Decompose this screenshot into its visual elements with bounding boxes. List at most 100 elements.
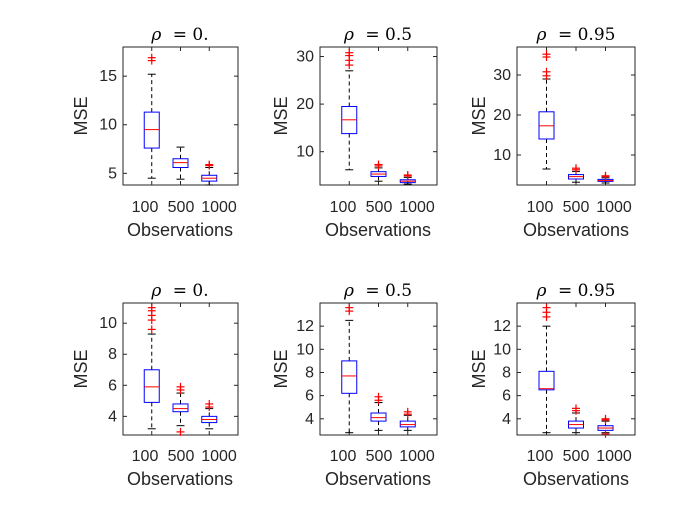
- x-tick-label: 500: [366, 199, 393, 216]
- x-tick-label: 100: [132, 199, 159, 216]
- iqr-box: [538, 370, 555, 391]
- x-tick-label: 500: [563, 448, 590, 465]
- box-1000: [399, 171, 416, 185]
- outlier-marker: [147, 303, 156, 312]
- x-tick-label: 100: [330, 199, 357, 216]
- outlier-marker: [176, 382, 185, 391]
- x-tick-label: 1000: [399, 448, 435, 465]
- title-symbol: ρ: [536, 281, 547, 301]
- y-tick-label: 10: [296, 144, 314, 161]
- panel-title: ρ = 0.: [150, 281, 208, 301]
- outlier-marker: [205, 399, 214, 408]
- outlier-marker: [601, 429, 610, 438]
- plot-area: [516, 302, 636, 438]
- x-tick-label: 100: [132, 448, 159, 465]
- box-500: [370, 160, 387, 182]
- x-tick-label: 100: [527, 199, 554, 216]
- outlier-marker: [205, 160, 214, 169]
- box-1000: [201, 399, 218, 430]
- title-value: = 0.: [173, 281, 209, 301]
- box-500: [568, 404, 584, 434]
- outlier-marker: [374, 160, 383, 169]
- plot-area: [516, 46, 636, 186]
- iqr-box: [341, 360, 358, 394]
- x-axis-label: Observations: [523, 469, 629, 489]
- outlier-marker: [345, 48, 354, 57]
- y-axis-label: MSE: [71, 349, 91, 388]
- y-tick-label: 6: [502, 388, 511, 405]
- box-100: [341, 48, 358, 171]
- outlier-marker: [403, 171, 412, 180]
- panel-6: ρ = 0.95 100 500 1000 Observations MSE 4…: [469, 281, 636, 489]
- y-tick-label: 20: [296, 96, 314, 113]
- outlier-marker: [542, 303, 551, 312]
- box-100: [143, 53, 160, 179]
- y-axis-label: MSE: [469, 349, 489, 388]
- x-tick-label: 1000: [596, 199, 632, 216]
- y-tick-label: 8: [305, 364, 314, 381]
- box-1000: [399, 407, 416, 431]
- title-value: = 0.5: [365, 281, 412, 301]
- box-500: [370, 392, 387, 431]
- panel-title: ρ = 0.5: [343, 25, 412, 45]
- y-axis-label: MSE: [271, 349, 291, 388]
- box-100: [143, 303, 160, 430]
- title-value: = 0.: [173, 25, 209, 45]
- plot-area: [122, 46, 239, 186]
- outlier-marker: [345, 303, 354, 312]
- y-tick-label: 12: [493, 318, 511, 335]
- panel-3: ρ = 0.95 100 500 1000 Observations MSE 1…: [469, 25, 636, 240]
- iqr-box: [399, 420, 416, 428]
- x-tick-label: 1000: [201, 199, 237, 216]
- panel-title: ρ = 0.95: [536, 281, 616, 301]
- y-tick-label: 30: [493, 67, 511, 84]
- title-value: = 0.95: [558, 281, 616, 301]
- outlier-marker: [601, 171, 610, 180]
- x-tick-label: 1000: [201, 448, 237, 465]
- outlier-marker: [147, 53, 156, 62]
- y-tick-label: 6: [305, 388, 314, 405]
- outlier-marker: [403, 407, 412, 416]
- y-tick-label: 4: [108, 408, 117, 425]
- y-tick-label: 5: [108, 165, 117, 182]
- x-tick-label: 500: [168, 199, 195, 216]
- box-500: [568, 164, 584, 183]
- y-tick-label: 10: [493, 147, 511, 164]
- x-tick-label: 1000: [596, 448, 632, 465]
- box-1000: [597, 171, 614, 184]
- iqr-box: [172, 403, 189, 413]
- panel-title: ρ = 0.5: [343, 281, 412, 301]
- box-100: [538, 303, 555, 434]
- panel-1: ρ = 0. 100 500 1000 Observations MSE 5 10…: [71, 25, 239, 240]
- y-tick-label: 4: [502, 411, 511, 428]
- panel-title: ρ = 0.95: [536, 25, 616, 45]
- y-tick-label: 8: [108, 346, 117, 363]
- plot-area: [122, 302, 239, 436]
- title-symbol: ρ: [343, 25, 354, 45]
- box-500: [172, 382, 189, 436]
- box-100: [538, 50, 555, 170]
- y-tick-label: 6: [108, 377, 117, 394]
- x-tick-label: 100: [527, 448, 554, 465]
- iqr-box: [370, 412, 387, 422]
- box-1000: [597, 414, 614, 438]
- y-tick-label: 4: [305, 411, 314, 428]
- iqr-box: [143, 369, 160, 403]
- title-symbol: ρ: [150, 281, 161, 301]
- title-symbol: ρ: [536, 25, 547, 45]
- panel-5: ρ = 0.5 100 500 1000 Observations MSE 4 6…: [271, 281, 438, 489]
- x-tick-label: 500: [168, 448, 195, 465]
- y-tick-label: 10: [296, 341, 314, 358]
- y-axis-label: MSE: [469, 96, 489, 135]
- y-tick-label: 10: [493, 341, 511, 358]
- x-axis-label: Observations: [523, 220, 629, 240]
- x-tick-label: 500: [563, 199, 590, 216]
- outlier-marker: [572, 164, 580, 173]
- plot-area: [319, 46, 438, 186]
- panel-title: ρ = 0.: [150, 25, 208, 45]
- outlier-marker: [572, 404, 580, 413]
- plot-area: [319, 302, 438, 436]
- y-axis-label: MSE: [71, 96, 91, 135]
